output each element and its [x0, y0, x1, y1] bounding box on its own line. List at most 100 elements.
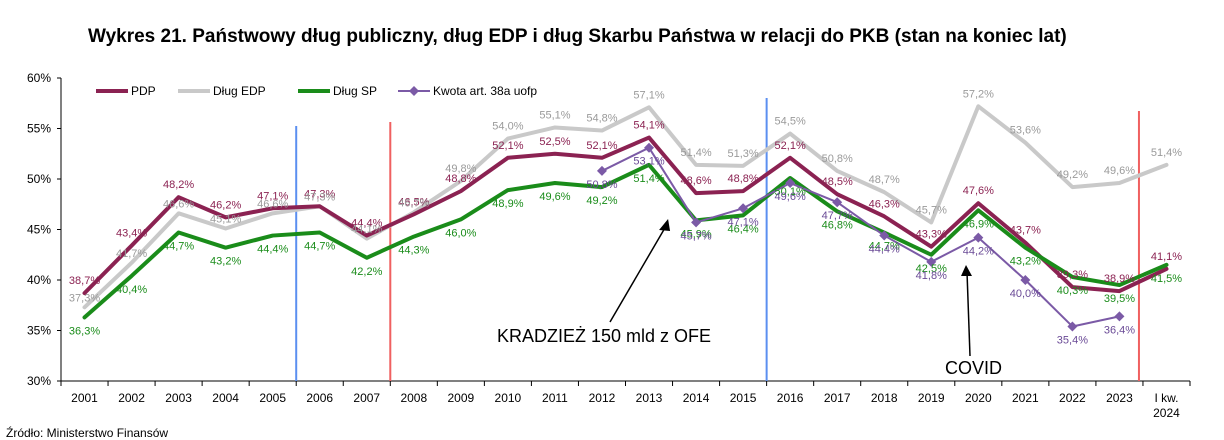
data-label: 46,4%: [728, 223, 759, 235]
y-tick-label: 45%: [27, 223, 51, 237]
series-point-marker: [1067, 321, 1078, 332]
data-label: 48,6%: [680, 175, 711, 187]
data-label: 52,1%: [775, 140, 806, 152]
x-tick-label: 2011: [542, 391, 568, 405]
data-label: 40,4%: [116, 284, 147, 296]
data-label: 45,7%: [680, 230, 711, 242]
x-tick-label: 2003: [165, 391, 192, 405]
data-label: 51,3%: [728, 148, 759, 160]
x-tick-label: 2004: [212, 391, 239, 405]
annotation-arrow: [609, 225, 667, 323]
x-tick-label: 2018: [871, 391, 898, 405]
data-label: 41,1%: [1151, 251, 1182, 263]
data-label: 49,6%: [1104, 165, 1135, 177]
data-label: 54,5%: [775, 116, 806, 128]
y-tick-label: 60%: [27, 71, 51, 85]
x-tick-label: 2001: [71, 391, 98, 405]
data-label: 44,4%: [869, 244, 900, 256]
data-label: 43,7%: [1010, 225, 1041, 237]
data-label: 38,9%: [1104, 273, 1135, 285]
x-tick-label: 2014: [683, 391, 710, 405]
x-tick-label: 2017: [824, 391, 851, 405]
annotation-text: KRADZIEŻ 150 mld z OFE: [497, 326, 711, 346]
data-label: 44,2%: [963, 246, 994, 258]
data-label: 39,5%: [1104, 293, 1135, 305]
data-label: 45,1%: [210, 213, 241, 225]
data-label: 40,3%: [1057, 285, 1088, 297]
data-label: 43,3%: [916, 229, 947, 241]
data-label: 37,3%: [69, 292, 100, 304]
x-tick-label: 2010: [495, 391, 522, 405]
data-label: 48,7%: [869, 174, 900, 186]
data-label: 46,6%: [163, 198, 194, 210]
data-label: 46,9%: [963, 218, 994, 230]
y-tick-label: 30%: [27, 374, 51, 388]
x-tick-label: 2020: [965, 391, 992, 405]
data-label: 41,7%: [116, 248, 147, 260]
data-label: 47,7%: [822, 210, 853, 222]
data-label: 48,2%: [163, 179, 194, 191]
data-label: 46,2%: [210, 199, 241, 211]
data-label: 40,0%: [1010, 288, 1041, 300]
chart-title: Wykres 21. Państwowy dług publiczny, dłu…: [88, 26, 1067, 47]
x-tick-label: 2021: [1012, 391, 1039, 405]
data-label: 47,1%: [257, 190, 288, 202]
data-label: 49,6%: [539, 191, 570, 203]
data-label: 47,6%: [963, 185, 994, 197]
legend-label: PDP: [131, 84, 156, 98]
data-label: 51,4%: [1151, 147, 1182, 159]
x-tick-label: 2005: [259, 391, 286, 405]
data-label: 44,4%: [257, 244, 288, 256]
data-label: 52,5%: [539, 136, 570, 148]
data-label: 42,5%: [916, 263, 947, 275]
x-tick-label: 2015: [730, 391, 757, 405]
series-point-marker: [832, 197, 843, 208]
series-point-marker: [879, 230, 890, 241]
series-point-marker: [973, 232, 984, 243]
data-label: 54,8%: [586, 113, 617, 125]
series-point-marker: [691, 217, 702, 228]
data-label: 45,7%: [916, 204, 947, 216]
data-label: 47,3%: [304, 188, 335, 200]
data-label: 53,6%: [1010, 125, 1041, 137]
data-label: 43,2%: [1010, 256, 1041, 268]
data-label: 57,1%: [633, 89, 664, 101]
data-label: 44,3%: [398, 245, 429, 257]
data-label: 54,0%: [492, 121, 523, 133]
data-label: 48,8%: [445, 173, 476, 185]
data-label: 44,1%: [351, 224, 382, 236]
data-label: 47,1%: [728, 216, 759, 228]
series-point-marker: [1114, 311, 1125, 322]
data-label: 36,4%: [1104, 324, 1135, 336]
data-label: 53,1%: [633, 156, 664, 168]
series-point-marker: [1020, 275, 1031, 285]
data-label: 52,1%: [586, 140, 617, 152]
data-label: 57,2%: [963, 88, 994, 100]
x-tick-label: 2016: [777, 391, 804, 405]
legend-label: Kwota art. 38a uofp: [433, 84, 537, 98]
x-tick-label: I kw.: [1154, 391, 1178, 405]
data-label: 46,7%: [398, 197, 429, 209]
x-tick-label: 2023: [1106, 391, 1133, 405]
data-label: 48,9%: [492, 198, 523, 210]
data-label: 50,1%: [775, 186, 806, 198]
y-tick-label: 40%: [27, 273, 51, 287]
data-label: 46,3%: [869, 198, 900, 210]
series-line-0: [82, 135, 1169, 296]
x-tick-label: 2009: [448, 391, 475, 405]
data-label: 43,4%: [116, 228, 147, 240]
series-line-3: [600, 146, 1121, 328]
data-label: 44,7%: [163, 241, 194, 253]
y-tick-label: 50%: [27, 172, 51, 186]
data-label: 50,8%: [822, 153, 853, 165]
data-label: 44,4%: [351, 218, 382, 230]
legend-marker: [409, 86, 419, 96]
data-label: 51,4%: [680, 147, 711, 159]
x-tick-label: 2002: [118, 391, 145, 405]
data-label: 48,5%: [822, 176, 853, 188]
data-label: 44,7%: [869, 241, 900, 253]
annotation-arrowhead: [961, 265, 972, 276]
x-tick-label: 2013: [636, 391, 663, 405]
data-label: 49,2%: [586, 195, 617, 207]
